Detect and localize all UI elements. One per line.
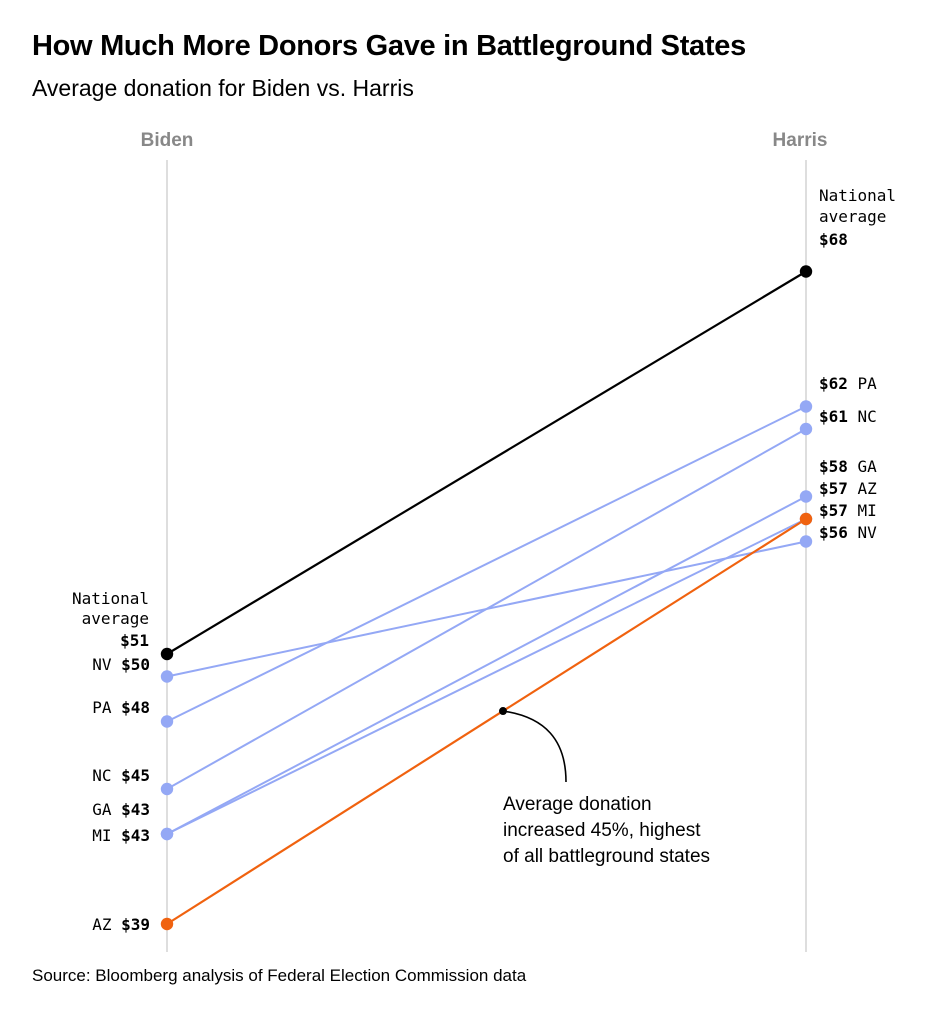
annotation-text-line: Average donation bbox=[503, 794, 652, 815]
annotation: Average donation increased 45%, highest of… bbox=[499, 707, 710, 867]
biden-column-label: Biden bbox=[141, 130, 194, 151]
biden-point-mi bbox=[160, 827, 174, 841]
right-label-state-name: NV bbox=[858, 523, 878, 542]
right-label-nc: $61 NC bbox=[819, 407, 877, 426]
annotation-text-line: of all battleground states bbox=[503, 846, 710, 867]
right-label-state-value: $58 bbox=[819, 457, 858, 476]
right-label-state-name: NC bbox=[858, 407, 877, 426]
harris-point-nv bbox=[799, 535, 813, 548]
right-label-national-line: average bbox=[819, 207, 886, 226]
left-label-state-name: PA bbox=[92, 698, 121, 717]
left-label-state-value: $43 bbox=[121, 826, 150, 845]
series-line-ga bbox=[166, 495, 807, 835]
left-label-national-line: average bbox=[82, 609, 149, 628]
biden-point-nv bbox=[160, 670, 174, 683]
series-lines bbox=[166, 270, 807, 925]
source-note: Source: Bloomberg analysis of Federal El… bbox=[32, 966, 527, 985]
left-label-state-value: $45 bbox=[121, 766, 150, 785]
left-label-nc: NC $45 bbox=[92, 766, 150, 785]
left-label-az: AZ $39 bbox=[92, 915, 150, 934]
left-label-state-value: $48 bbox=[121, 698, 150, 717]
series-line-az bbox=[166, 518, 807, 925]
annotation-text-line: increased 45%, highest bbox=[503, 820, 701, 841]
right-label-state-name: MI bbox=[858, 501, 877, 520]
right-label-state-value: $57 bbox=[819, 501, 858, 520]
series-line-national-average bbox=[166, 270, 807, 655]
annotation-connector bbox=[502, 710, 567, 783]
series-line-nc bbox=[166, 428, 807, 790]
left-label-national-average: National average bbox=[72, 589, 149, 628]
left-label-state-name: MI bbox=[92, 826, 121, 845]
annotation-text: Average donation increased 45%, highest of… bbox=[503, 794, 710, 867]
left-label-ga: GA $43 bbox=[92, 800, 150, 819]
right-label-state-value: $62 bbox=[819, 374, 858, 393]
harris-column-label: Harris bbox=[773, 130, 828, 151]
left-label-mi: MI $43 bbox=[92, 826, 150, 845]
left-label-state-value: $39 bbox=[121, 915, 150, 934]
right-label-state-value: $56 bbox=[819, 523, 858, 542]
left-label-state-name: AZ bbox=[92, 915, 121, 934]
biden-point-national-average bbox=[160, 647, 174, 661]
left-label-state-name: GA bbox=[92, 800, 121, 819]
left-label-nv: NV $50 bbox=[92, 655, 150, 674]
series-line-mi bbox=[166, 518, 807, 835]
biden-point-pa bbox=[160, 715, 174, 728]
left-label-pa: PA $48 bbox=[92, 698, 150, 717]
biden-point-az bbox=[160, 917, 174, 931]
left-value-national-average: $51 bbox=[120, 631, 149, 650]
right-label-national-line: National bbox=[819, 186, 896, 205]
series-dots bbox=[160, 265, 813, 931]
left-label-state-value: $43 bbox=[121, 800, 150, 819]
chart-title: How Much More Donors Gave in Battlegroun… bbox=[32, 30, 746, 62]
right-label-state-name: PA bbox=[858, 374, 878, 393]
biden-point-nc bbox=[160, 782, 174, 796]
harris-point-national-average bbox=[799, 265, 813, 278]
chart-subtitle: Average donation for Biden vs. Harris bbox=[32, 75, 414, 101]
harris-point-pa bbox=[799, 400, 813, 413]
right-label-state-name: GA bbox=[858, 457, 878, 476]
right-label-state-value: $61 bbox=[819, 407, 858, 426]
left-label-state-value: $50 bbox=[121, 655, 150, 674]
right-label-mi: $57 MI bbox=[819, 501, 877, 520]
right-label-national-average: National average bbox=[819, 186, 896, 226]
right-label-az: $57 AZ bbox=[819, 479, 877, 498]
right-label-ga: $58 GA bbox=[819, 457, 877, 476]
left-label-national-line: National bbox=[72, 589, 149, 608]
right-label-pa: $62 PA bbox=[819, 374, 877, 393]
harris-point-az bbox=[799, 512, 813, 526]
harris-point-ga bbox=[799, 490, 813, 503]
right-label-state-value: $57 bbox=[819, 479, 858, 498]
left-label-state-name: NC bbox=[92, 766, 121, 785]
series-line-pa bbox=[166, 405, 807, 723]
harris-point-nc bbox=[799, 422, 813, 436]
left-label-state-name: NV bbox=[92, 655, 121, 674]
right-label-nv: $56 NV bbox=[819, 523, 877, 542]
right-label-state-name: AZ bbox=[858, 479, 878, 498]
right-value-national-average: $68 bbox=[819, 230, 848, 249]
